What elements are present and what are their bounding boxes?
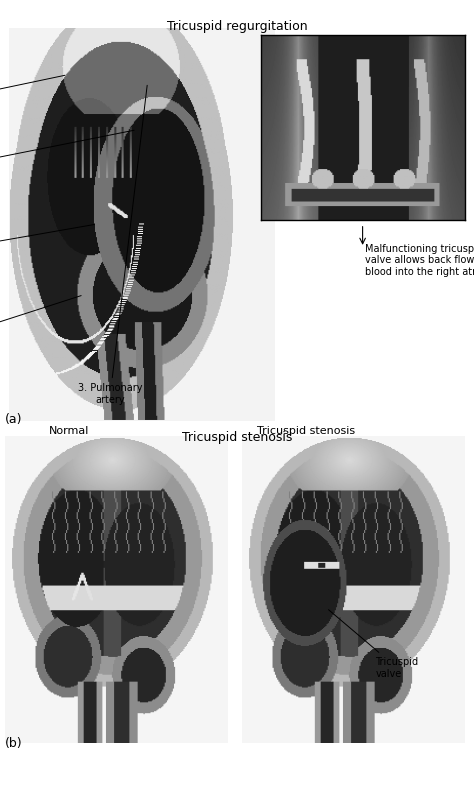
Text: 3. Pulmonary
artery: 3. Pulmonary artery <box>78 86 147 405</box>
Text: Tricuspid stenosis: Tricuspid stenosis <box>256 426 355 436</box>
Text: Normal path
of blood flow: Normal path of blood flow <box>0 75 65 109</box>
Text: (a): (a) <box>5 413 22 426</box>
Text: 2. Right
ventricle: 2. Right ventricle <box>0 296 81 345</box>
Text: Tricuspid
valve: Tricuspid valve <box>328 610 419 678</box>
Text: Tricuspid
valve: Tricuspid valve <box>0 225 94 259</box>
Text: Normal: Normal <box>48 426 89 436</box>
Text: Malfunctioning tricuspid
valve allows back flow of
blood into the right atrium: Malfunctioning tricuspid valve allows ba… <box>365 244 474 277</box>
Text: Tricuspid regurgitation: Tricuspid regurgitation <box>167 20 307 33</box>
Text: Tricuspid stenosis: Tricuspid stenosis <box>182 431 292 444</box>
Text: 1. Right
atrium: 1. Right atrium <box>0 130 134 176</box>
Text: (b): (b) <box>5 737 22 751</box>
